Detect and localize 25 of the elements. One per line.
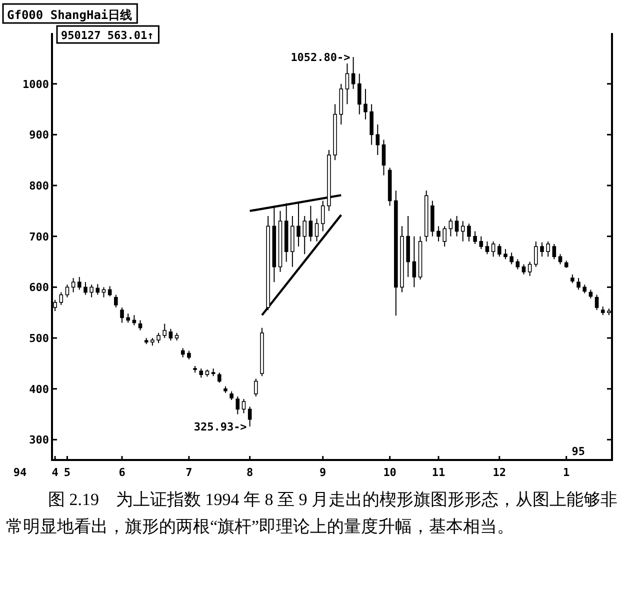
text: Gf000 ShangHai日线 <box>7 8 132 22</box>
x-tick-label: 9 <box>320 466 326 479</box>
annotation: 95 <box>572 445 585 458</box>
text: 94 <box>13 466 27 479</box>
y-tick-label: 800 <box>29 180 49 192</box>
x-tick-label: 6 <box>118 466 126 479</box>
y-tick-label: 400 <box>29 382 49 396</box>
y-tick-label: 1000 <box>22 78 49 91</box>
y-tick-label: 300 <box>29 434 49 447</box>
x-tick-label: 7 <box>186 466 192 479</box>
x-tick-label: 5 <box>64 466 71 479</box>
y-tick-label: 500 <box>29 332 49 345</box>
caption: 图 2.19 为上证指数 1994 年 8 至 9 月走出的楔形旗图形形态，从图上能够非常明显地看出，旗形的两根“旗杆”即理论上的量度升幅，基本相当。 <box>6 489 618 538</box>
y-tick-label: 900 <box>29 128 49 142</box>
x-tick-label: 12 <box>492 466 506 479</box>
annotation: 950127 563.01↑ <box>61 29 154 42</box>
x-tick-label: 8 <box>246 466 254 479</box>
annotation: 1052.80-> <box>290 50 351 64</box>
x-tick-label: 4 <box>52 466 59 479</box>
x-tick-label: 1 <box>563 466 570 479</box>
x-tick-label: 11 <box>432 466 446 479</box>
y-tick-label: 700 <box>29 230 49 244</box>
x-tick-label: 10 <box>383 466 396 479</box>
annotation: 325.93-> <box>194 420 248 434</box>
y-tick-label: 600 <box>29 281 49 294</box>
